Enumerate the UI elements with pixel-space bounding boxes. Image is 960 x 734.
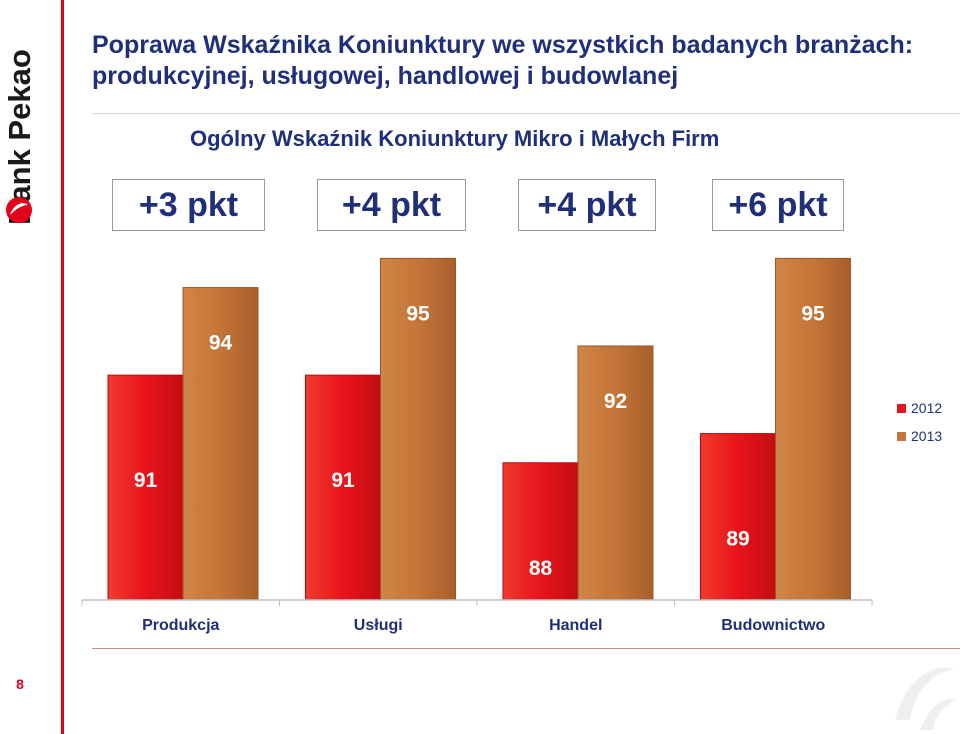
bar-2013-3 bbox=[775, 257, 851, 601]
page-title: Poprawa Wskaźnika Koniunktury we wszystk… bbox=[92, 30, 913, 92]
bar-2013-2 bbox=[577, 345, 654, 601]
side-rule bbox=[61, 0, 64, 734]
bar-2012-1 bbox=[305, 374, 381, 601]
delta-box-uslugi: +4 pkt bbox=[317, 179, 466, 231]
data-label-2013-1: 95 bbox=[406, 302, 430, 325]
bar-2012-2 bbox=[502, 462, 579, 601]
bar-2013-0 bbox=[182, 287, 259, 601]
title-line-2: produkcyjnej, usługowej, handlowej i bud… bbox=[92, 62, 679, 90]
delta-box-produkcja: +3 pkt bbox=[112, 179, 265, 231]
delta-box-handel: +4 pkt bbox=[518, 179, 656, 231]
chart-subtitle: Ogólny Wskaźnik Koniunktury Mikro i Mały… bbox=[190, 126, 720, 151]
data-label-2013-0: 94 bbox=[209, 332, 233, 355]
bar-2012-3 bbox=[700, 433, 776, 601]
page-number: 8 bbox=[16, 676, 24, 692]
bank-pekao-logo: Bank Pekao bbox=[2, 49, 37, 225]
legend-label-2012: 2012 bbox=[911, 400, 942, 416]
x-tick-label-1: Usługi bbox=[354, 617, 403, 634]
delta-box-budownictwo: +6 pkt bbox=[712, 179, 844, 231]
data-label-2012-1: 91 bbox=[331, 469, 355, 492]
x-tick-label-2: Handel bbox=[549, 617, 602, 634]
svg-text:Bank Pekao: Bank Pekao bbox=[2, 49, 37, 225]
x-tick-label-3: Budownictwo bbox=[721, 617, 825, 634]
bank-pekao-emblem-icon bbox=[6, 197, 32, 223]
data-label-2012-2: 88 bbox=[529, 557, 553, 580]
data-label-2012-3: 89 bbox=[726, 528, 749, 551]
data-label-2013-2: 92 bbox=[604, 390, 627, 413]
data-label-2013-3: 95 bbox=[801, 302, 825, 325]
data-label-2012-0: 91 bbox=[134, 469, 158, 492]
footer-divider bbox=[92, 648, 960, 649]
legend-label-2013: 2013 bbox=[911, 428, 942, 444]
x-tick-label-0: Produkcja bbox=[142, 617, 219, 634]
legend-swatch-2013 bbox=[897, 432, 906, 441]
title-line-1: Poprawa Wskaźnika Koniunktury we wszystk… bbox=[92, 31, 914, 59]
legend-swatch-2012 bbox=[897, 404, 906, 413]
bar-2012-0 bbox=[107, 374, 184, 601]
header-divider bbox=[92, 113, 960, 114]
watermark-emblem-icon bbox=[895, 667, 957, 730]
bar-2013-1 bbox=[380, 257, 456, 601]
